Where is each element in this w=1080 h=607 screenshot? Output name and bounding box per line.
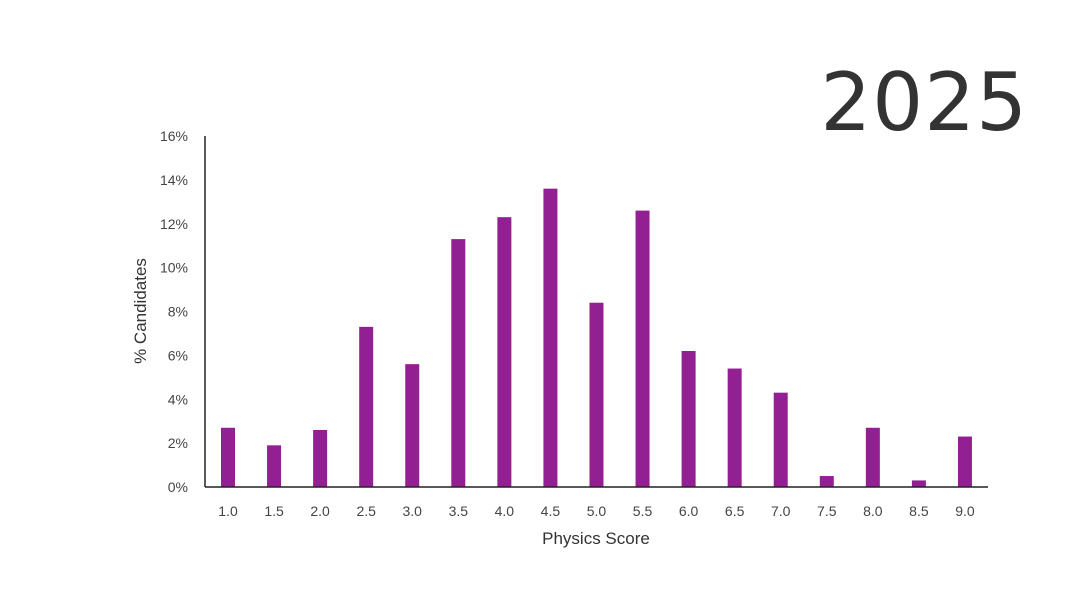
bar-6.0 bbox=[681, 350, 696, 487]
y-tick-label: 4% bbox=[168, 391, 188, 407]
x-tick-label: 6.0 bbox=[679, 503, 699, 519]
x-tick-label: 7.0 bbox=[771, 503, 791, 519]
x-tick-label: 1.5 bbox=[264, 503, 284, 519]
year-label: 2025 bbox=[820, 56, 1028, 149]
x-tick-label: 3.0 bbox=[403, 503, 423, 519]
y-tick-label: 6% bbox=[168, 347, 188, 363]
x-tick-label: 1.0 bbox=[218, 503, 238, 519]
x-tick-label: 9.0 bbox=[955, 503, 975, 519]
bar-2.0 bbox=[313, 429, 328, 487]
bar-8.5 bbox=[911, 480, 926, 487]
bar-3.5 bbox=[451, 239, 466, 487]
y-axis-label: % Candidates bbox=[131, 258, 150, 364]
bar-4.0 bbox=[497, 217, 512, 487]
x-tick-label: 2.5 bbox=[356, 503, 376, 519]
x-tick-label: 8.0 bbox=[863, 503, 883, 519]
y-tick-label: 2% bbox=[168, 435, 188, 451]
x-tick-label: 8.5 bbox=[909, 503, 929, 519]
y-tick-label: 16% bbox=[160, 128, 188, 144]
x-tick-label: 7.5 bbox=[817, 503, 837, 519]
bar-3.0 bbox=[405, 364, 420, 487]
bar-2.5 bbox=[359, 326, 374, 487]
bar-6.5 bbox=[727, 368, 742, 487]
y-tick-label: 14% bbox=[160, 172, 188, 188]
x-tick-label: 6.5 bbox=[725, 503, 745, 519]
y-tick-label: 10% bbox=[160, 260, 188, 276]
bar-1.5 bbox=[267, 445, 282, 487]
x-tick-label: 4.0 bbox=[495, 503, 515, 519]
bar-7.5 bbox=[819, 476, 834, 487]
bar-5.5 bbox=[635, 210, 650, 487]
x-tick-label: 5.5 bbox=[633, 503, 653, 519]
bar-4.5 bbox=[543, 188, 558, 487]
x-tick-label: 5.0 bbox=[587, 503, 607, 519]
y-tick-label: 8% bbox=[168, 304, 188, 320]
bar-1.0 bbox=[221, 427, 235, 487]
bar-8.0 bbox=[865, 427, 880, 487]
y-tick-label: 0% bbox=[168, 479, 188, 495]
bar-9.0 bbox=[957, 436, 972, 487]
bar-7.0 bbox=[773, 392, 788, 487]
x-tick-label: 4.5 bbox=[541, 503, 561, 519]
x-tick-label: 3.5 bbox=[449, 503, 469, 519]
x-axis-label: Physics Score bbox=[542, 529, 650, 548]
bar-5.0 bbox=[589, 302, 604, 487]
y-tick-label: 12% bbox=[160, 216, 188, 232]
x-tick-label: 2.0 bbox=[310, 503, 330, 519]
